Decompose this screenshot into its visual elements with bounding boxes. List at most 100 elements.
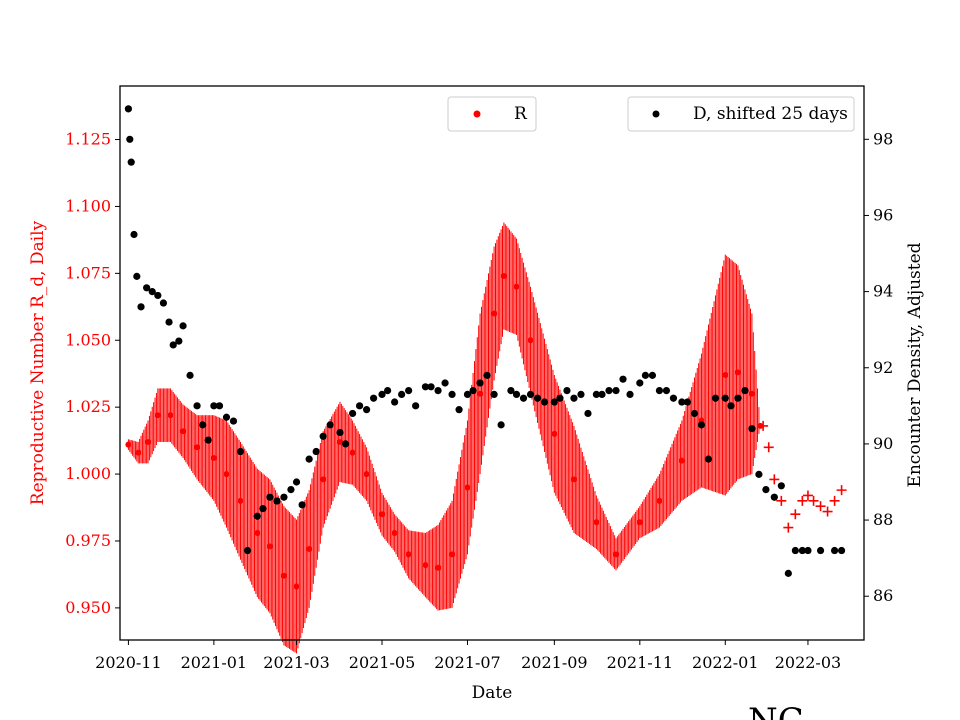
legend-d: D, shifted 25 days <box>627 96 855 132</box>
x-tick-label: 2021-05 <box>349 653 415 672</box>
plot-area <box>124 105 847 654</box>
x-tick-label: 2021-03 <box>263 653 329 672</box>
d-point <box>483 371 491 379</box>
right-tick-label: 92 <box>873 358 893 377</box>
r-point <box>349 449 356 456</box>
d-point <box>550 398 558 406</box>
r-point <box>320 476 327 483</box>
r-point <box>734 369 741 376</box>
r-oscillation-bands <box>127 222 760 654</box>
d-point <box>215 402 224 410</box>
right-tick-label: 96 <box>873 205 893 224</box>
r-point <box>613 551 619 558</box>
d-point <box>727 402 735 410</box>
d-point <box>159 299 168 307</box>
d-point <box>762 486 770 494</box>
r-point <box>293 583 300 590</box>
r-forecast-point <box>836 485 847 496</box>
r-forecast-point <box>797 495 808 506</box>
d-point <box>441 379 449 387</box>
d-point <box>476 379 484 387</box>
d-point <box>355 402 364 410</box>
legend-d-box <box>627 96 855 132</box>
d-point <box>837 546 846 555</box>
x-tick-label: 2021-09 <box>521 653 587 672</box>
left-y-axis-title: Reproductive Number R_d, Daily <box>28 220 48 505</box>
r-forecast-point <box>822 506 833 517</box>
d-point <box>519 394 528 402</box>
right-tick-label: 88 <box>873 510 893 529</box>
d-point <box>678 398 686 406</box>
d-point <box>830 546 839 555</box>
d-point <box>130 230 138 239</box>
d-point <box>378 390 386 399</box>
r-forecast-series <box>758 420 847 533</box>
d-point <box>210 402 218 410</box>
r-point <box>280 572 287 579</box>
d-point <box>398 390 406 399</box>
left-tick-label: 0.975 <box>65 531 111 550</box>
d-point <box>490 390 498 399</box>
legend-r-label: R <box>514 104 528 124</box>
x-axis: 2020-11 2021-01 2021-03 2021-05 2021-07 2021-… <box>95 640 841 672</box>
r-point <box>391 529 398 536</box>
right-tick-label: 98 <box>873 129 893 148</box>
right-y-axis-title: Encounter Density, Adjusted <box>905 242 925 487</box>
d-point <box>273 497 281 505</box>
r-series <box>125 273 764 590</box>
r-point <box>180 428 187 435</box>
d-point <box>370 394 378 402</box>
corner-title: NC <box>748 701 804 720</box>
d-point <box>362 406 371 414</box>
d-point <box>605 387 613 395</box>
r-point <box>435 564 442 571</box>
d-point <box>669 394 678 402</box>
d-point <box>636 379 644 387</box>
legend-d-label: D, shifted 25 days <box>693 104 848 124</box>
d-point <box>540 398 549 406</box>
d-point <box>199 421 207 429</box>
d-point <box>734 394 742 402</box>
d-point <box>259 505 267 513</box>
d-point <box>165 318 173 326</box>
r-point <box>194 444 201 451</box>
d-point <box>341 440 350 448</box>
r-point <box>513 283 520 290</box>
r-point <box>379 511 386 518</box>
d-point <box>137 303 145 311</box>
r-point <box>363 471 370 478</box>
right-tick-label: 94 <box>873 282 893 301</box>
r-point <box>125 441 132 448</box>
r-point <box>306 546 313 553</box>
d-point <box>690 409 699 418</box>
r-forecast-point <box>808 495 819 506</box>
d-point <box>641 371 650 379</box>
d-point <box>777 482 785 490</box>
r-point <box>135 449 142 456</box>
d-point <box>186 371 194 379</box>
d-point <box>533 394 542 402</box>
d-point <box>126 135 134 143</box>
right-tick-label: 90 <box>873 434 893 453</box>
d-point <box>280 493 288 501</box>
d-point <box>253 512 261 520</box>
d-point <box>816 546 825 555</box>
r-point <box>656 497 663 504</box>
axes-frame <box>119 85 865 641</box>
r-point <box>722 372 729 379</box>
d-point <box>305 455 313 463</box>
d-point <box>469 387 477 395</box>
r-forecast-point <box>790 509 801 520</box>
r-point <box>167 412 174 419</box>
d-point <box>287 486 295 494</box>
r-forecast-point <box>815 501 826 512</box>
d-point <box>619 375 627 383</box>
d-point <box>127 158 135 166</box>
r-point <box>593 519 600 526</box>
r-forecast-point <box>763 442 774 453</box>
d-point <box>124 105 133 113</box>
d-point <box>721 394 729 402</box>
right-y-axis: 86 88 90 92 94 96 98 <box>864 129 893 605</box>
left-tick-label: 1.000 <box>65 464 111 483</box>
d-point <box>711 394 720 402</box>
